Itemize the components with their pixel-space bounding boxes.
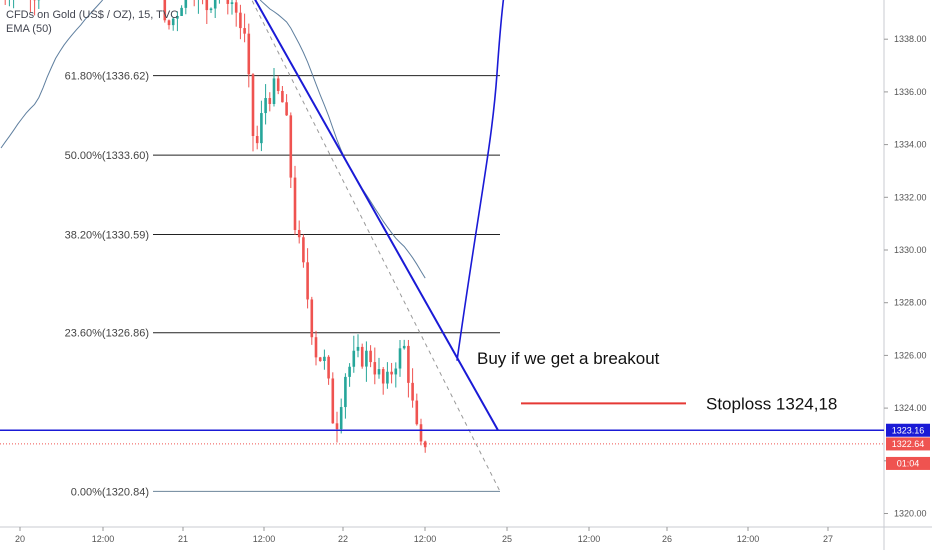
candle-body[interactable] — [398, 348, 402, 369]
candle-body[interactable] — [419, 424, 423, 442]
y-tick-label: 1326.00 — [894, 350, 927, 360]
breakout-note: Buy if we get a breakout — [477, 349, 660, 368]
candle-body[interactable] — [411, 382, 414, 401]
x-tick-label: 25 — [502, 534, 512, 544]
candle-body[interactable] — [276, 78, 280, 91]
candle-body[interactable] — [352, 350, 356, 367]
fib-level-label: 50.00%(1333.60) — [65, 150, 149, 162]
fib-level-label: 38.20%(1330.59) — [65, 229, 149, 241]
candle-body[interactable] — [297, 229, 301, 238]
candle-body[interactable] — [209, 8, 213, 11]
x-tick-label: 20 — [15, 534, 25, 544]
candle-body[interactable] — [184, 0, 188, 8]
x-tick-label: 12:00 — [253, 534, 276, 544]
candle-body[interactable] — [230, 2, 234, 4]
descending-trendline[interactable] — [153, 0, 499, 431]
candle-body[interactable] — [302, 237, 305, 263]
y-tick-label: 1338.00 — [894, 34, 927, 44]
price-badge — [886, 423, 930, 437]
candle-body[interactable] — [281, 90, 284, 103]
y-tick-label: 1324.00 — [894, 403, 927, 413]
candle-body[interactable] — [213, 0, 217, 9]
x-tick-label: 12:00 — [578, 534, 601, 544]
candle-body[interactable] — [356, 346, 360, 351]
candle-body[interactable] — [268, 98, 272, 105]
x-tick-label: 21 — [178, 534, 188, 544]
candle-body[interactable] — [285, 102, 288, 116]
candle-body[interactable] — [239, 12, 242, 29]
candle-body[interactable] — [234, 2, 238, 13]
dashed-projection-line — [251, 0, 501, 492]
breakout-arrow[interactable] — [456, 0, 508, 361]
y-tick-label: 1320.00 — [894, 509, 927, 519]
instrument-title: CFDs on Gold (US$ / OZ), 15, TVC — [6, 9, 179, 21]
price-badge — [886, 437, 930, 451]
candle-body[interactable] — [348, 366, 351, 377]
candle-body[interactable] — [264, 98, 267, 114]
candle-body[interactable] — [180, 7, 183, 16]
candle-body[interactable] — [369, 350, 372, 363]
candle-body[interactable] — [293, 177, 297, 230]
candle-body[interactable] — [323, 356, 326, 361]
x-tick-label: 22 — [338, 534, 348, 544]
candle-body[interactable] — [335, 423, 339, 430]
candle-body[interactable] — [167, 20, 171, 26]
price-badge-label: 1322.64 — [892, 439, 925, 449]
y-tick-label: 1332.00 — [894, 192, 927, 202]
candle-body[interactable] — [314, 337, 318, 358]
candle-body[interactable] — [415, 400, 419, 425]
candle-body[interactable] — [176, 15, 179, 19]
chart-legend: CFDs on Gold (US$ / OZ), 15, TVC EMA (50… — [6, 8, 178, 36]
candle-body[interactable] — [331, 378, 335, 424]
candle-body[interactable] — [310, 299, 314, 338]
candle-body[interactable] — [272, 78, 276, 105]
candle-body[interactable] — [260, 113, 263, 144]
stoploss-label: Stoploss 1324,18 — [706, 394, 837, 413]
candle-body[interactable] — [318, 357, 322, 361]
candle-body[interactable] — [394, 368, 398, 375]
candle-body[interactable] — [163, 0, 167, 21]
candle-body[interactable] — [386, 371, 389, 384]
candle-body[interactable] — [377, 369, 381, 375]
fib-level-label: 23.60%(1326.86) — [65, 328, 149, 340]
x-tick-label: 26 — [662, 534, 672, 544]
y-tick-label: 1334.00 — [894, 140, 927, 150]
candle-body[interactable] — [243, 28, 246, 34]
price-badge-label: 01:04 — [897, 459, 920, 469]
price-badge-label: 1323.16 — [892, 425, 925, 435]
x-tick-label: 27 — [823, 534, 833, 544]
candle-body[interactable] — [373, 362, 377, 375]
candle-body[interactable] — [289, 115, 293, 178]
candle-body[interactable] — [306, 262, 309, 300]
candle-body[interactable] — [402, 345, 406, 349]
candle-body[interactable] — [327, 356, 330, 379]
candle-body[interactable] — [247, 33, 251, 75]
candle-body[interactable] — [255, 136, 259, 144]
x-tick-label: 12:00 — [414, 534, 437, 544]
candle-body[interactable] — [344, 376, 347, 408]
candle-body[interactable] — [360, 346, 364, 367]
candle-body[interactable] — [226, 0, 230, 4]
candle-body[interactable] — [390, 371, 393, 375]
price-badge — [886, 456, 930, 470]
y-tick-label: 1336.00 — [894, 87, 927, 97]
candle-body[interactable] — [251, 74, 255, 137]
candle-body[interactable] — [205, 0, 209, 11]
candle-body[interactable] — [339, 407, 343, 430]
x-tick-label: 12:00 — [92, 534, 115, 544]
fib-level-label: 61.80%(1336.62) — [65, 71, 149, 83]
candle-body[interactable] — [365, 350, 368, 367]
ema-legend: EMA (50) — [6, 23, 52, 35]
candle-body[interactable] — [171, 18, 175, 26]
y-tick-label: 1330.00 — [894, 245, 927, 255]
candle-body[interactable] — [381, 369, 385, 384]
x-tick-label: 12:00 — [737, 534, 760, 544]
candle-body[interactable] — [423, 441, 427, 448]
fib-level-label: 0.00%(1320.84) — [71, 486, 149, 498]
y-tick-label: 1328.00 — [894, 298, 927, 308]
candle-body[interactable] — [407, 345, 410, 383]
